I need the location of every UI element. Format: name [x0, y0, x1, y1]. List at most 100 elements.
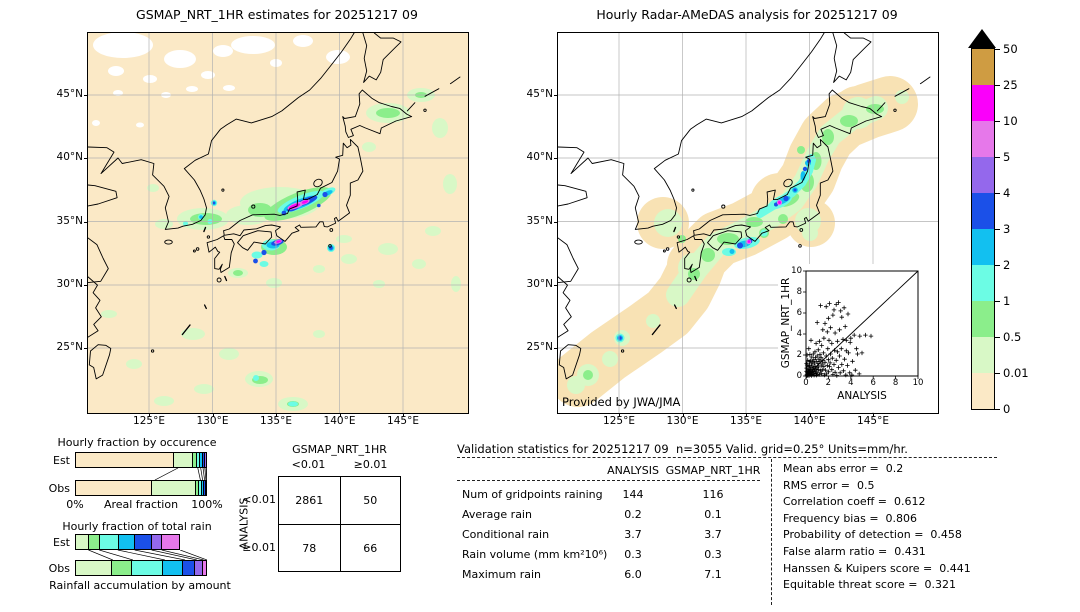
colorbar-segment — [972, 337, 994, 373]
x-tick-label: 140°E — [793, 415, 826, 427]
stats-col-header-analysis: ANALYSIS — [607, 464, 659, 477]
stats-row-gsmap-value: 7.1 — [704, 568, 722, 581]
colorbar-tick-label: 4 — [1003, 185, 1011, 200]
stats-row-label: Maximum rain — [462, 568, 541, 581]
colorbar-segment — [972, 265, 994, 301]
stats-row-analysis-value: 144 — [622, 488, 644, 501]
colorbar-segment — [972, 157, 994, 193]
x-tick-mark — [149, 413, 150, 417]
inset-x-tick-label: 0 — [803, 378, 809, 388]
occurrence-axis-0pct: 0% — [66, 498, 84, 511]
occurrence-connector-lines — [154, 468, 207, 480]
connector-line — [180, 550, 207, 560]
bar-segment — [182, 561, 195, 575]
x-tick-label: 125°E — [603, 415, 635, 427]
row-label-est-2: Est — [53, 536, 70, 549]
occurrence-chart-title: Hourly fraction by occurence — [57, 436, 217, 449]
occurrence-obs-bar — [75, 480, 207, 496]
stats-row-gsmap-value: 0.1 — [704, 508, 722, 521]
colorbar-segment — [972, 49, 994, 85]
occurrence-axis-100pct: 100% — [191, 498, 223, 511]
contingency-row-label-lt: <0.01 — [242, 493, 276, 506]
stats-row-label: Conditional rain — [462, 528, 550, 541]
bar-segment — [196, 453, 200, 467]
bar-segment — [151, 481, 195, 495]
contingency-row-header: ANALYSIS — [237, 497, 251, 550]
bar-segment — [197, 481, 201, 495]
colorbar-segment — [972, 121, 994, 157]
connector-line — [117, 550, 165, 560]
bar-segment — [99, 535, 118, 549]
stats-row-label: Average rain — [462, 508, 532, 521]
contingency-cell-hits-none: 2861 — [295, 494, 324, 507]
y-tick-label: 35°N — [526, 214, 553, 227]
totalrain-caption: Rainfall accumulation by amount — [49, 579, 231, 592]
contingency-cell-false-alarm: 50 — [339, 477, 401, 524]
scatter-points — [804, 300, 874, 378]
colorbar-segment — [972, 193, 994, 229]
inset-scatter: ANALYSIS GSMAP_NRT_1HR 0 2 4 6 8 10 0 2 4 6 8 10 — [778, 264, 938, 412]
bar-segment — [76, 561, 112, 575]
y-tick-label: 45°N — [526, 88, 553, 100]
x-tick-label: 145°E — [387, 415, 419, 427]
contingency-col-label-lt: <0.01 — [291, 458, 326, 471]
bar-segment — [111, 561, 132, 575]
bar-segment — [76, 535, 89, 549]
bar-segment — [199, 453, 202, 467]
colorbar-tick-mark — [995, 84, 1000, 86]
colorbar-tick-label: 50 — [1003, 41, 1018, 56]
bar-segment — [201, 561, 206, 575]
y-tick-mark — [554, 348, 558, 349]
connector-line — [151, 550, 197, 560]
x-tick-mark — [746, 413, 747, 417]
colorbar-tick-label: 1 — [1003, 293, 1011, 308]
colorbar-tick-mark — [995, 48, 1000, 50]
connector-line — [202, 468, 205, 480]
row-label-obs: Obs — [48, 482, 70, 495]
connector-line — [99, 550, 133, 560]
connector-line — [134, 550, 186, 560]
left-map: 125°E 130°E 135°E 140°E 145°E 45°N 40°N 35°N 30°… — [57, 32, 469, 427]
colorbar-tick-mark — [995, 156, 1000, 158]
score-line: Equitable threat score = 0.321 — [783, 578, 956, 592]
colorbar-tick-mark — [995, 192, 1000, 194]
inset-xlabel: ANALYSIS — [837, 390, 887, 402]
colorbar-tick-label: 25 — [1003, 77, 1018, 92]
y-tick-mark — [554, 221, 558, 223]
colorbar-tick-mark — [995, 264, 1000, 266]
stats-row-gsmap-value: 3.7 — [704, 528, 722, 541]
x-tick-label: 125°E — [133, 415, 165, 427]
occurrence-est-bar — [75, 452, 207, 468]
stats-row-analysis-value: 6.0 — [624, 568, 642, 581]
bar-segment — [194, 561, 202, 575]
x-tick-label: 140°E — [323, 415, 356, 427]
colorbar-tick-mark — [995, 336, 1000, 338]
bar-segment — [150, 535, 162, 549]
colorbar-tick-mark — [995, 228, 1000, 230]
y-tick-mark — [554, 158, 558, 159]
right-map: Provided by JWA/JMA ANALYSIS GSMAP_NRT_1… — [527, 32, 939, 427]
score-line: Mean abs error = 0.2 — [783, 462, 904, 475]
contingency-table: 2861 50 78 66 — [278, 476, 401, 572]
credit-text: Provided by JWA/JMA — [562, 395, 681, 409]
y-tick-mark — [554, 285, 558, 286]
connector-line — [154, 468, 179, 480]
score-line: Correlation coeff = 0.612 — [783, 495, 926, 509]
contingency-col-header: GSMAP_NRT_1HR — [292, 443, 387, 456]
contingency-col-label-ge: ≥0.01 — [353, 458, 388, 471]
x-tick-mark — [682, 413, 684, 417]
connector-line — [197, 468, 201, 480]
bar-segment — [88, 535, 100, 549]
stats-header-divider — [457, 480, 760, 481]
colorbar-tick-label: 0 — [1003, 401, 1011, 416]
contingency-cell-miss: 78 — [279, 524, 340, 571]
colorbar-tick-label: 2 — [1003, 257, 1011, 272]
colorbar-tick-mark — [995, 372, 1000, 374]
colorbar-tick-mark — [995, 300, 1000, 302]
x-tick-label: 130°E — [196, 415, 229, 427]
colorbar-tick-mark — [995, 408, 1000, 410]
y-tick-mark — [84, 348, 88, 349]
stats-row: Conditional rain 3.7 3.7 — [457, 525, 767, 545]
bar-segment — [200, 481, 203, 495]
